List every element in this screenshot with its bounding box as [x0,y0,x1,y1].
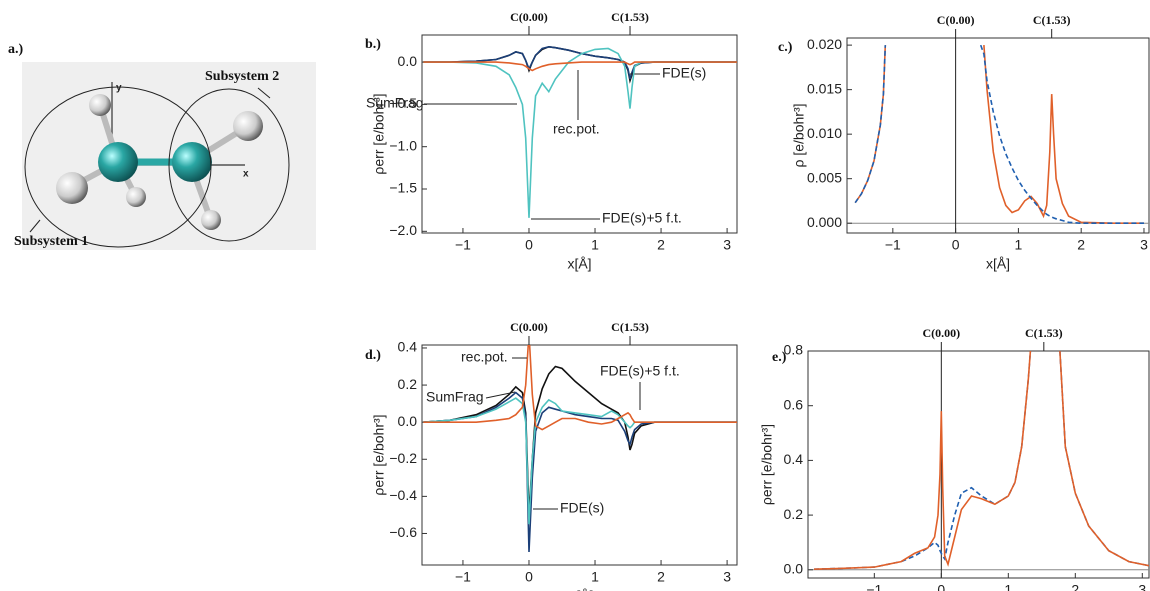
y-tick-label: −0.5 [389,95,417,111]
y-tick-label: −0.2 [389,450,417,466]
panel-label: c.) [778,40,793,55]
series-line [423,61,737,72]
x-tick-label: −1 [866,582,882,591]
carbon [172,142,212,182]
y-axis-label: ρ [e/bohr³] [791,104,807,168]
atom-annotation: C(0.00) [922,326,960,340]
x-tick-label: 3 [1138,582,1146,591]
callout-line [485,391,516,399]
hydrogen [56,172,88,204]
x-tick-label: −1 [455,237,471,253]
x-tick-label: 2 [1071,582,1079,591]
x-tick-label: −1 [885,237,901,253]
atom-annotation: C(0.00) [510,10,548,24]
x-tick-label: 1 [591,569,599,585]
y-tick-label: 0.000 [807,214,842,230]
axis-name: x [243,169,249,180]
atom-annotation: C(1.53) [1025,326,1063,340]
y-tick-label: −1.0 [389,137,417,153]
y-tick-label: 0.2 [784,506,804,522]
carbon [98,142,138,182]
y-tick-label: 0.005 [807,169,842,185]
x-tick-label: 0 [525,237,533,253]
atom-annotation: C(1.53) [611,10,649,24]
callout-label: rec.pot. [461,349,508,365]
y-tick-label: 0.4 [784,451,804,467]
series-line [423,391,737,553]
atom-annotation: C(0.00) [510,320,548,334]
subsystem-2-circle [168,88,290,242]
panel-label: b.) [365,37,381,52]
x-tick-label: 3 [1140,237,1148,253]
x-axis-label: x[Å] [567,256,591,272]
y-tick-label: 0.4 [398,339,418,355]
y-axis-label: ρerr [e/bohr³] [759,424,775,505]
y-tick-label: 0.0 [784,560,804,576]
x-tick-label: 3 [723,569,731,585]
subsystem-label: Subsystem 1 [14,234,88,249]
plot-frame [846,37,1150,234]
series-line [813,351,1149,570]
x-tick-label: 3 [723,237,731,253]
x-tick-label: 0 [952,237,960,253]
plot-frame [807,350,1150,579]
callout-label: FDE(s) [662,65,706,81]
callout-label: SumFrag [426,389,484,405]
callout-label: rec.pot. [553,121,600,137]
y-tick-label: −1.5 [389,180,417,196]
x-tick-label: 1 [1015,237,1023,253]
atom-annotation: C(1.53) [1033,13,1071,27]
series-line [423,365,737,515]
callout-label: FDE(s) [560,500,604,516]
x-tick-label: 1 [591,237,599,253]
plot-frame [421,344,738,566]
hydrogen [201,210,221,230]
y-tick-label: 0.015 [807,80,842,96]
atom-annotation: C(0.00) [937,13,975,27]
x-tick-label: 1 [1004,582,1012,591]
x-tick-label: −1 [455,569,471,585]
plot-frame [421,34,738,234]
y-tick-label: 0.0 [398,413,418,429]
series-line [423,345,737,431]
x-tick-label: 0 [525,569,533,585]
panel-label: e.) [772,350,787,365]
y-tick-label: 0.2 [398,376,418,392]
x-axis-label: x[Å] [986,256,1010,272]
y-tick-label: 0.8 [784,342,804,358]
callout-label: SumFrag [366,95,424,111]
y-tick-label: 0.6 [784,396,804,412]
molecule-panel: a.) Subsystem 2 Subsystem 1 y x [8,42,316,250]
y-axis-label: ρerr [e/bohr³] [371,414,387,495]
x-axis-label: x [Å] [565,588,593,591]
y-tick-label: −0.4 [389,487,417,503]
atom-annotation: C(1.53) [611,320,649,334]
leader-line [257,87,271,99]
y-tick-label: 0.010 [807,125,842,141]
subsystem-1-circle [24,86,212,248]
y-tick-label: −0.6 [389,524,417,540]
leader-line [29,219,41,233]
y-axis-label: ρerr [e/bohr³] [371,93,387,174]
x-tick-label: 0 [937,582,945,591]
x-tick-label: 2 [657,237,665,253]
axis-name: y [116,83,122,94]
callout-label: FDE(s)+5 f.t. [600,363,680,379]
series-line [854,44,1144,224]
hydrogen [89,94,111,116]
panel-label: a.) [8,42,24,57]
x-tick-label: 2 [1077,237,1085,253]
y-tick-label: −2.0 [389,222,417,238]
x-tick-label: 2 [657,569,665,585]
series-line [813,351,1149,570]
panel-label: d.) [365,348,381,363]
hydrogen [233,111,263,141]
callout-label: FDE(s)+5 f.t. [602,210,682,226]
subsystem-label: Subsystem 2 [205,69,279,84]
y-tick-label: 0.0 [398,53,418,69]
hydrogen [126,187,146,207]
y-tick-label: 0.020 [807,36,842,52]
